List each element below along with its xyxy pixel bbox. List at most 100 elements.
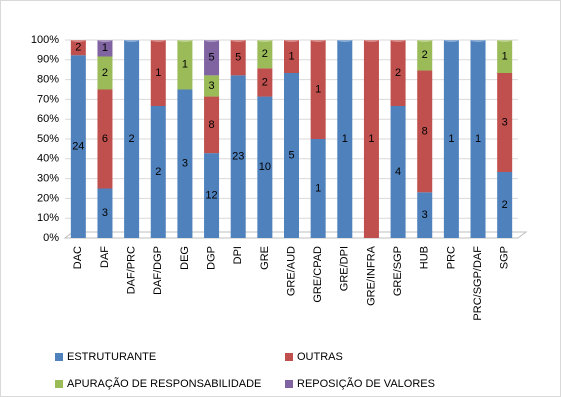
data-label: 3 <box>422 209 428 221</box>
bar-cap <box>150 38 166 42</box>
bar-segment <box>204 96 220 154</box>
bar-segment <box>257 68 273 97</box>
bar-segment <box>497 172 513 238</box>
bar-segment <box>230 40 246 76</box>
bar-cap <box>443 38 459 42</box>
y-tick-label: 60% <box>37 113 59 125</box>
y-tick-label: 70% <box>37 93 59 105</box>
x-tick-label: GRE/CPAD <box>312 246 324 303</box>
data-label: 2 <box>395 67 401 79</box>
bar-segment <box>310 40 326 139</box>
legend-label: REPOSIÇÃO DE VALORES <box>297 377 435 390</box>
bar-cap <box>284 38 299 42</box>
data-label: 2 <box>502 199 508 211</box>
data-label: 1 <box>475 133 481 145</box>
data-label: 6 <box>102 133 108 145</box>
data-label: 2 <box>102 67 108 79</box>
bar-cap <box>204 38 220 42</box>
legend-label: APURAÇÃO DE RESPONSABILIDADE <box>67 377 261 390</box>
y-tick-label: 50% <box>37 133 59 145</box>
data-label: 1 <box>155 67 161 79</box>
x-tick-label: GRE/INFRA <box>365 245 377 306</box>
x-tick-label: SGP <box>499 246 511 269</box>
data-label: 2 <box>262 76 268 88</box>
y-tick-label: 0% <box>43 232 59 244</box>
data-label: 4 <box>395 166 401 178</box>
data-label: 10 <box>259 161 271 173</box>
bar-segment <box>204 153 220 238</box>
legend-swatch <box>285 380 293 388</box>
bar-cap <box>363 38 379 42</box>
data-label: 8 <box>422 125 428 137</box>
legend-label: ESTRUTURANTE <box>67 351 156 363</box>
legend-label: OUTRAS <box>297 351 343 363</box>
y-tick-label: 80% <box>37 74 59 86</box>
bar-segment <box>497 73 513 172</box>
bar-segment <box>497 40 513 73</box>
data-label: 2 <box>129 133 135 145</box>
bar-segment <box>230 75 246 238</box>
bar-segment <box>204 75 220 97</box>
data-label: 3 <box>182 158 188 170</box>
bar-cap <box>177 38 193 42</box>
x-tick-label: GRE/SGP <box>392 246 404 296</box>
data-label: 2 <box>422 49 428 61</box>
bar-segment <box>177 40 193 90</box>
data-label: 2 <box>262 48 268 60</box>
x-tick-label: GRE <box>259 246 271 270</box>
bar-segment <box>417 40 433 71</box>
data-label: 8 <box>208 119 214 131</box>
data-label: 1 <box>448 133 454 145</box>
x-tick-label: PRC <box>445 246 457 269</box>
bar-segment <box>70 55 86 238</box>
bar-segment <box>390 106 406 238</box>
bar-segment <box>70 40 86 56</box>
bar-segment <box>417 70 433 193</box>
bar-segment <box>204 40 220 76</box>
y-tick-label: 30% <box>37 173 59 185</box>
bar-cap <box>97 38 113 42</box>
x-tick-label: DGP <box>205 246 217 270</box>
y-tick-label: 10% <box>37 212 59 224</box>
bar-segment <box>97 89 113 189</box>
bar-segment <box>470 40 486 238</box>
data-label: 1 <box>315 83 321 95</box>
bar-cap <box>230 38 246 42</box>
data-label: 3 <box>208 80 214 92</box>
data-label: 5 <box>208 52 214 64</box>
bar-segment <box>97 56 113 90</box>
data-label: 1 <box>288 50 294 62</box>
y-tick-label: 90% <box>37 54 59 66</box>
bar-segment <box>97 40 113 57</box>
bar-segment <box>124 40 140 238</box>
bar-cap <box>497 38 513 42</box>
bar-segment <box>284 40 299 73</box>
x-tick-label: HUB <box>419 246 431 269</box>
data-label: 3 <box>102 207 108 219</box>
data-label: 24 <box>72 141 84 153</box>
legend-swatch <box>55 380 63 388</box>
bar-segment <box>443 40 459 238</box>
x-tick-label: GRE/DPI <box>339 246 351 291</box>
bar-segment <box>337 40 353 238</box>
bar-segment <box>150 106 166 238</box>
bar-segment <box>363 40 379 238</box>
x-tick-label: DAF/DGP <box>152 246 164 295</box>
bar-cap <box>390 38 406 42</box>
bar-segment <box>310 139 326 238</box>
bar-cap <box>337 38 353 42</box>
x-tick-label: GRE/AUD <box>285 246 297 296</box>
bar-segment <box>257 40 273 69</box>
x-tick-label: DAC <box>72 246 84 269</box>
data-label: 3 <box>502 116 508 128</box>
bar-cap <box>257 38 273 42</box>
legend-swatch <box>285 353 293 361</box>
x-tick-label: DAF <box>99 246 111 268</box>
bar-segment <box>150 40 166 106</box>
data-label: 2 <box>155 166 161 178</box>
bar-segment <box>284 73 299 238</box>
data-label: 5 <box>288 149 294 161</box>
bar-cap <box>310 38 326 42</box>
x-tick-label: PRC/SGP/DAF <box>472 246 484 321</box>
